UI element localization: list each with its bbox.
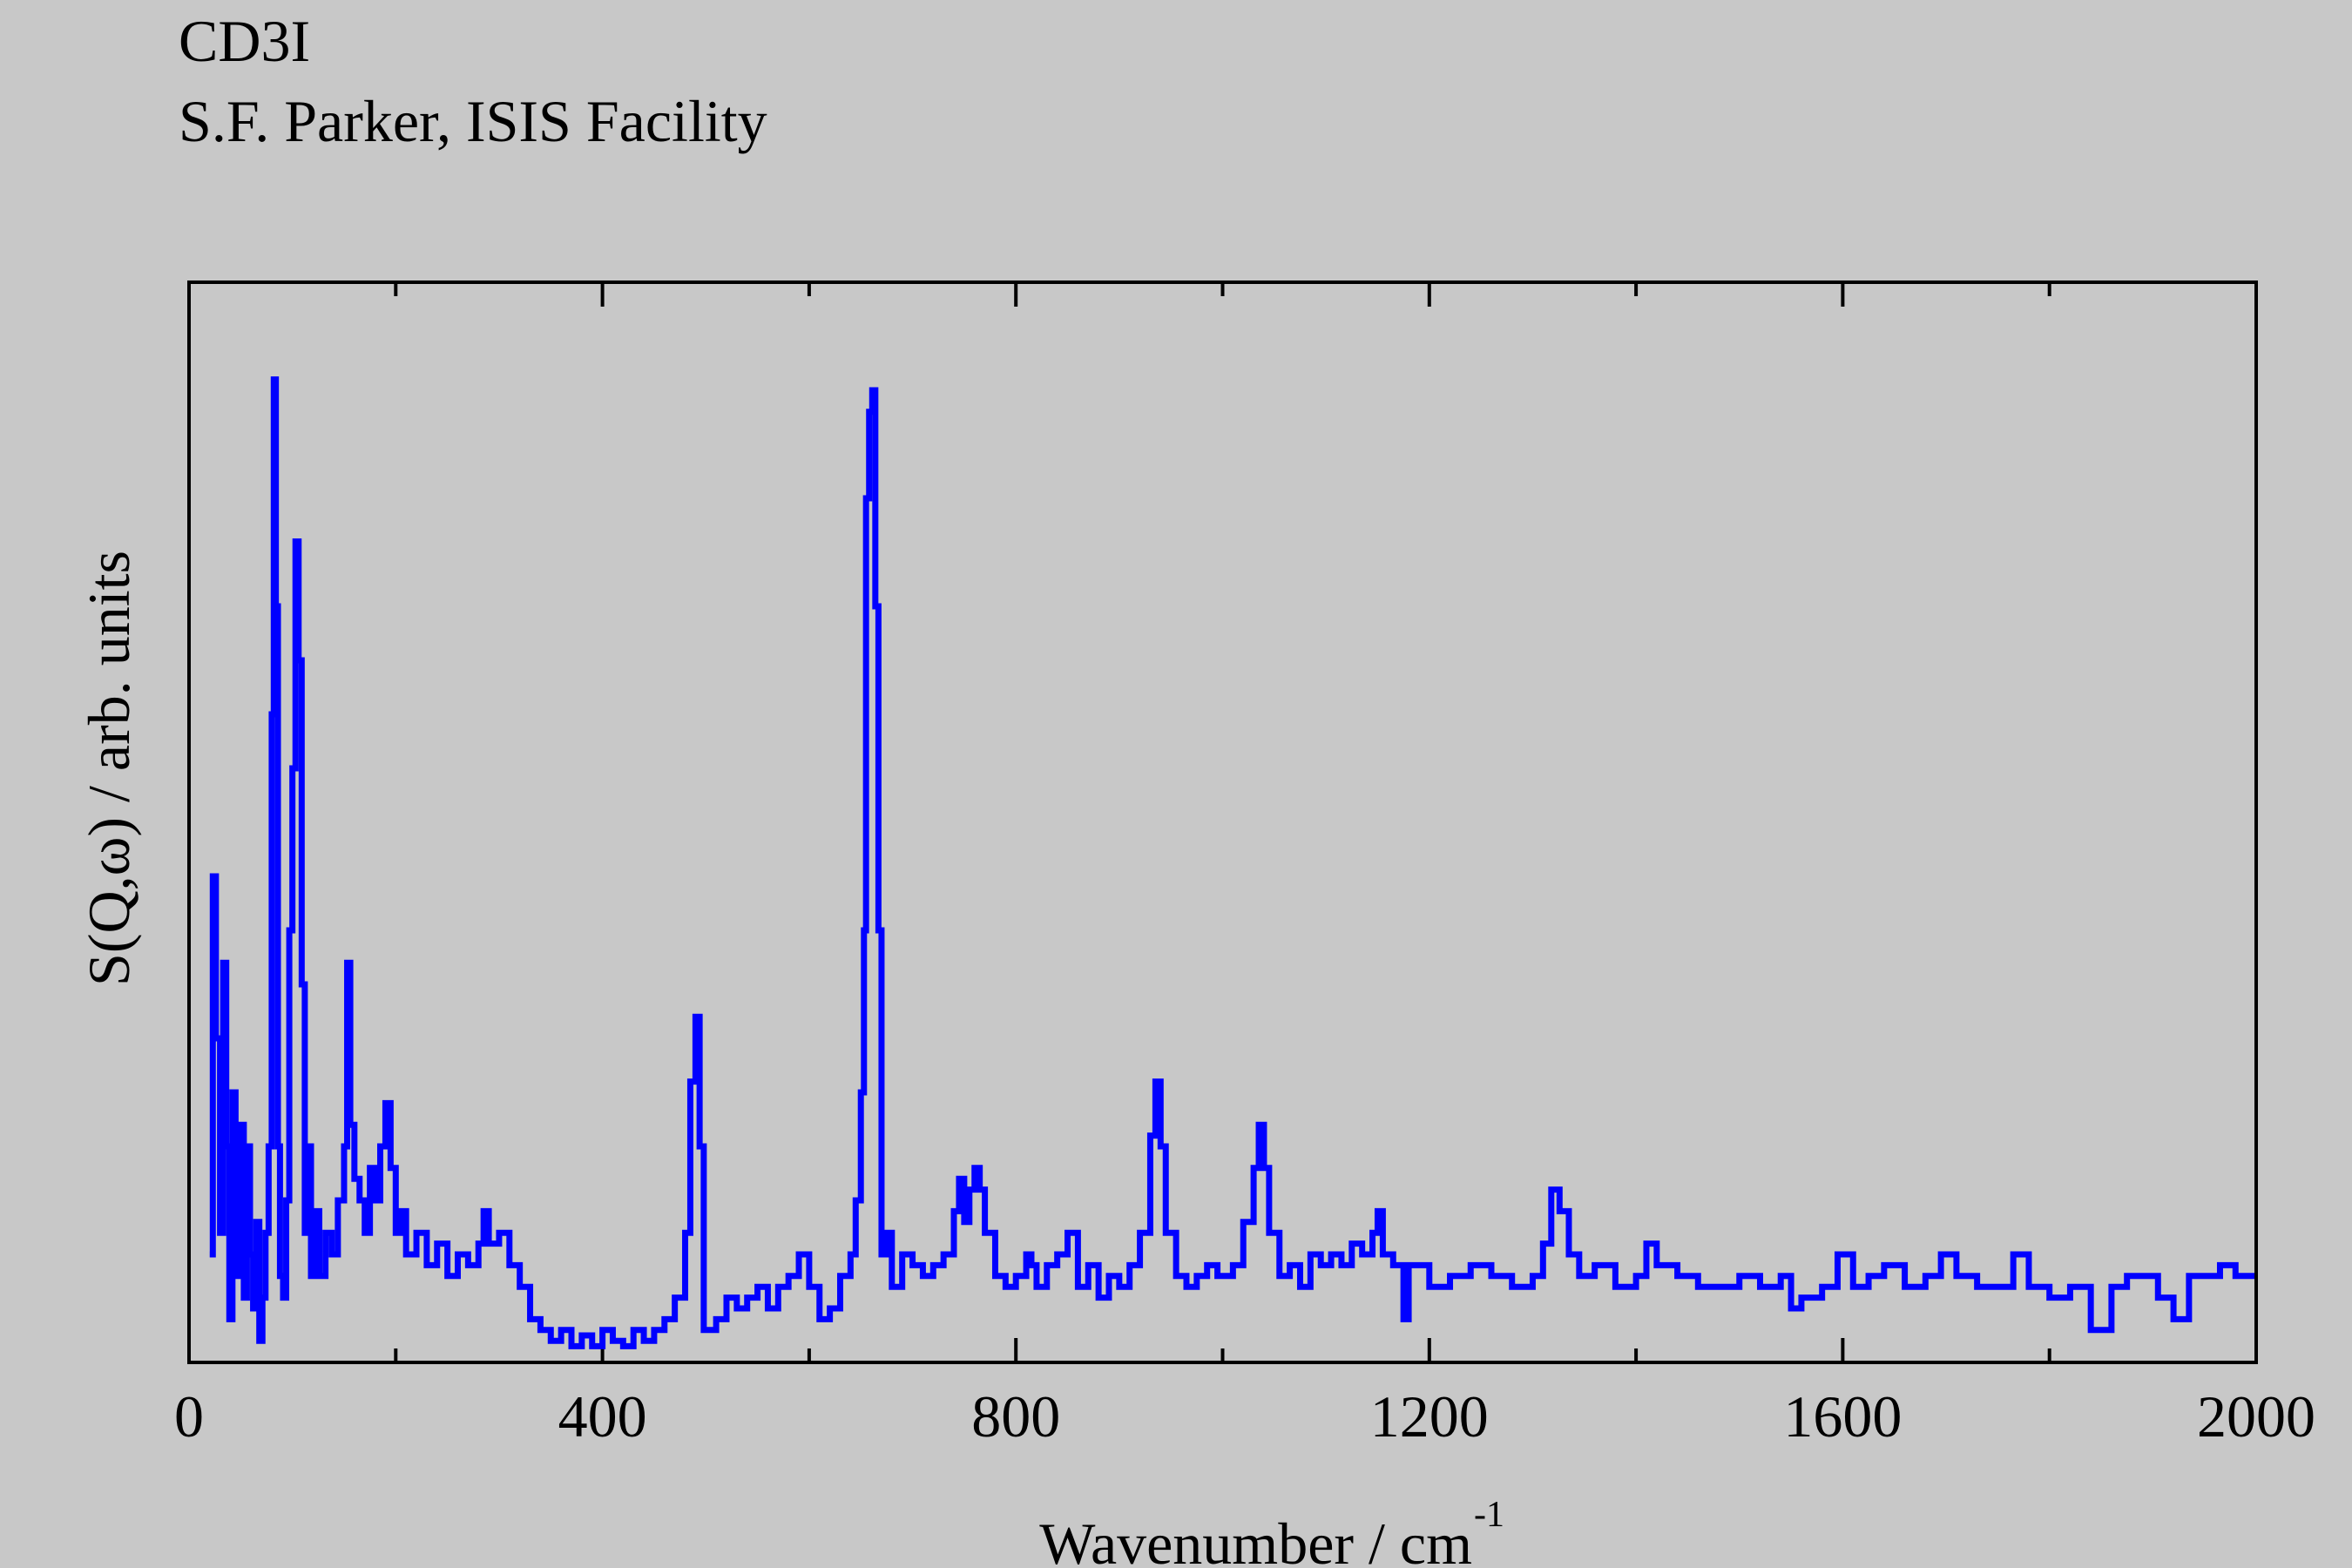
spectrum-line — [209, 376, 2256, 1349]
plot-frame — [187, 280, 2258, 1364]
chart-subtitle: S.F. Parker, ISIS Facility — [179, 88, 767, 154]
x-tick-label: 0 — [174, 1383, 204, 1450]
x-axis-label: Wavenumber / cm — [1039, 1511, 1472, 1568]
x-tick-label: 2000 — [2197, 1383, 2315, 1450]
chart-title: CD3I — [179, 8, 310, 74]
x-tick-label: 1600 — [1783, 1383, 1902, 1450]
x-axis-label-sup: -1 — [1474, 1495, 1504, 1535]
y-axis-label: S(Q,ω) / arb. units — [76, 551, 142, 986]
x-tick-label: 1200 — [1370, 1383, 1489, 1450]
x-tick-label: 800 — [971, 1383, 1060, 1450]
x-tick-label: 400 — [558, 1383, 647, 1450]
